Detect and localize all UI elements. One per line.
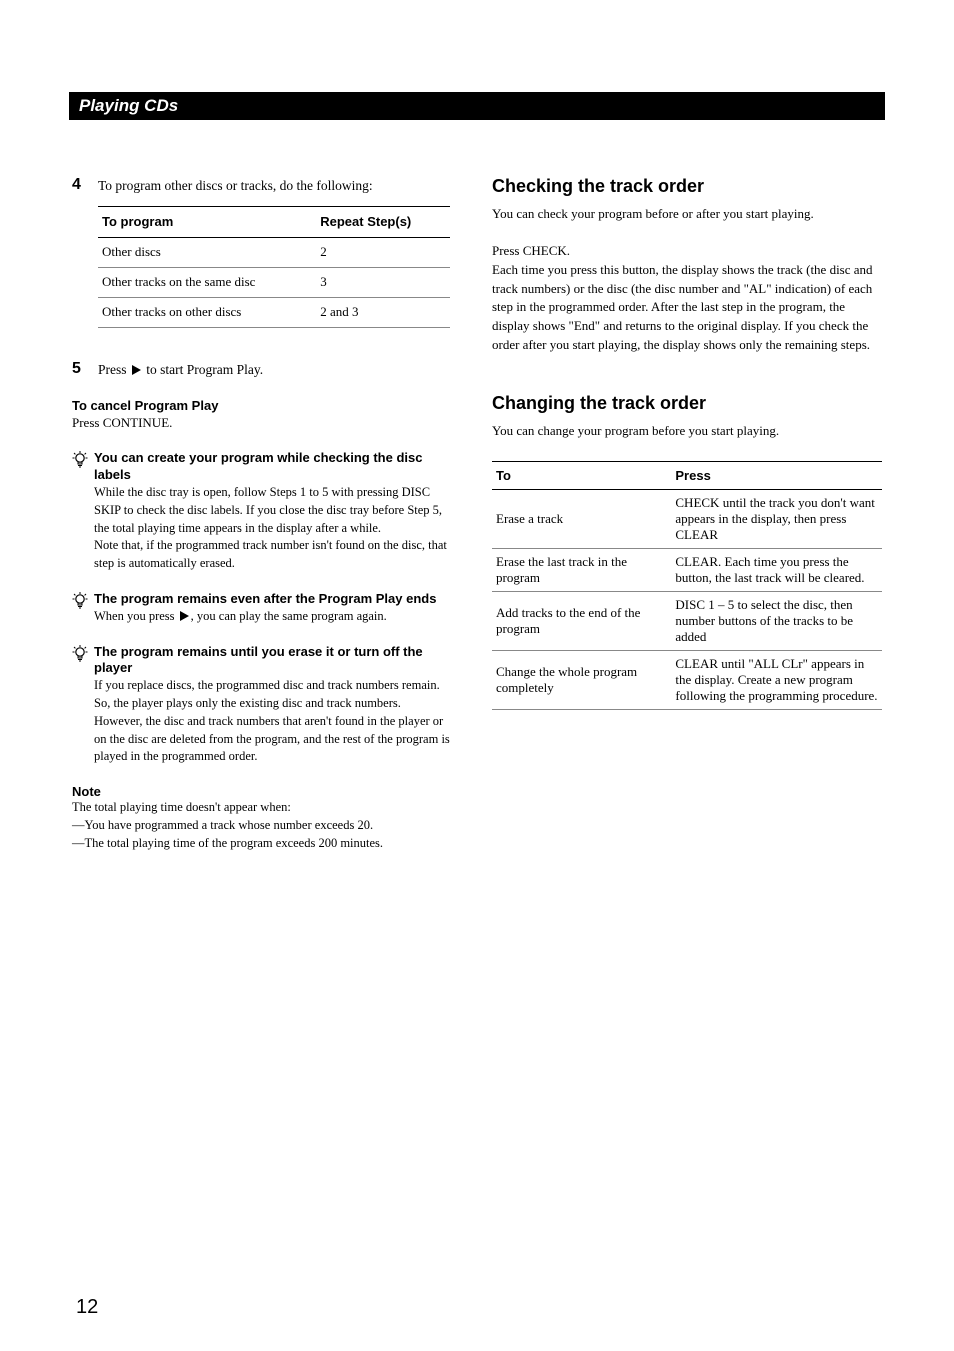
table-row: Change the whole program completely CLEA… [492,650,882,709]
step-body: Press to start Program Play. [98,360,450,380]
tip-heading: The program remains even after the Progr… [94,591,450,608]
checking-press: Press CHECK. [492,242,882,261]
cell: 2 [316,238,450,268]
two-column-layout: 4 To program other discs or tracks, do t… [72,176,882,852]
changing-table: To Press Erase a track CHECK until the t… [492,461,882,710]
program-table-h1: To program [98,206,316,238]
left-column: 4 To program other discs or tracks, do t… [72,176,450,852]
table-row: Other discs 2 [98,238,450,268]
cell: Add tracks to the end of the program [492,591,671,650]
note-line: The total playing time doesn't appear wh… [72,799,450,817]
table-row: Other tracks on other discs 2 and 3 [98,298,450,328]
cell: CLEAR until "ALL CLr" appears in the dis… [671,650,882,709]
checking-intro: You can check your program before or aft… [492,205,882,224]
cell: DISC 1 – 5 to select the disc, then numb… [671,591,882,650]
cell: 2 and 3 [316,298,450,328]
program-table: To program Repeat Step(s) Other discs 2 … [98,206,450,328]
tip-body: If you replace discs, the programmed dis… [94,677,450,766]
play-icon [180,611,189,621]
table-row: Other tracks on the same disc 3 [98,268,450,298]
step-number: 5 [72,360,98,378]
cell: Erase a track [492,489,671,548]
checking-body: Each time you press this button, the dis… [492,261,882,355]
note-line: —The total playing time of the program e… [72,835,450,853]
tip-content: The program remains until you erase it o… [94,644,450,767]
play-icon [132,365,141,375]
cell: Erase the last track in the program [492,548,671,591]
cell: Other discs [98,238,316,268]
lightbulb-icon [72,450,94,469]
changing-th1: To [492,461,671,489]
table-row: Erase a track CHECK until the track you … [492,489,882,548]
text: Press [98,362,130,377]
right-column: Checking the track order You can check y… [492,176,882,852]
tip-content: You can create your program while checki… [94,450,450,573]
section-header-title: Playing CDs [79,96,178,115]
text: to start Program Play. [143,362,263,377]
page-number: 12 [76,1296,98,1319]
cell: 3 [316,268,450,298]
cancel-heading: To cancel Program Play [72,398,450,413]
lightbulb-icon [72,591,94,610]
checking-heading: Checking the track order [492,176,882,197]
tip-block: You can create your program while checki… [72,450,450,573]
tip-block: The program remains even after the Progr… [72,591,450,626]
program-table-h2: Repeat Step(s) [316,206,450,238]
tip-heading: You can create your program while checki… [94,450,450,484]
cancel-body: Press CONTINUE. [72,414,450,433]
section-header-bar: Playing CDs [69,92,885,120]
text: When you press [94,609,178,623]
tip-block: The program remains until you erase it o… [72,644,450,767]
text: , you can play the same program again. [191,609,387,623]
cell: CLEAR. Each time you press the button, t… [671,548,882,591]
changing-heading: Changing the track order [492,393,882,414]
cell: Change the whole program completely [492,650,671,709]
note-line: —You have programmed a track whose numbe… [72,817,450,835]
tip-body: While the disc tray is open, follow Step… [94,484,450,537]
tip-content: The program remains even after the Progr… [94,591,450,626]
step-body: To program other discs or tracks, do the… [98,176,450,350]
table-row: Add tracks to the end of the program DIS… [492,591,882,650]
changing-th2: Press [671,461,882,489]
lightbulb-icon [72,644,94,663]
step4-intro: To program other discs or tracks, do the… [98,178,373,193]
table-row: Erase the last track in the program CLEA… [492,548,882,591]
cell: Other tracks on other discs [98,298,316,328]
cell: CHECK until the track you don't want app… [671,489,882,548]
step-4: 4 To program other discs or tracks, do t… [72,176,450,350]
tip-body: Note that, if the programmed track numbe… [94,537,450,573]
cell: Other tracks on the same disc [98,268,316,298]
note-heading: Note [72,784,450,799]
step-number: 4 [72,176,98,194]
step-5: 5 Press to start Program Play. [72,360,450,380]
tip-body: When you press , you can play the same p… [94,608,450,626]
changing-intro: You can change your program before you s… [492,422,882,441]
tip-heading: The program remains until you erase it o… [94,644,450,678]
